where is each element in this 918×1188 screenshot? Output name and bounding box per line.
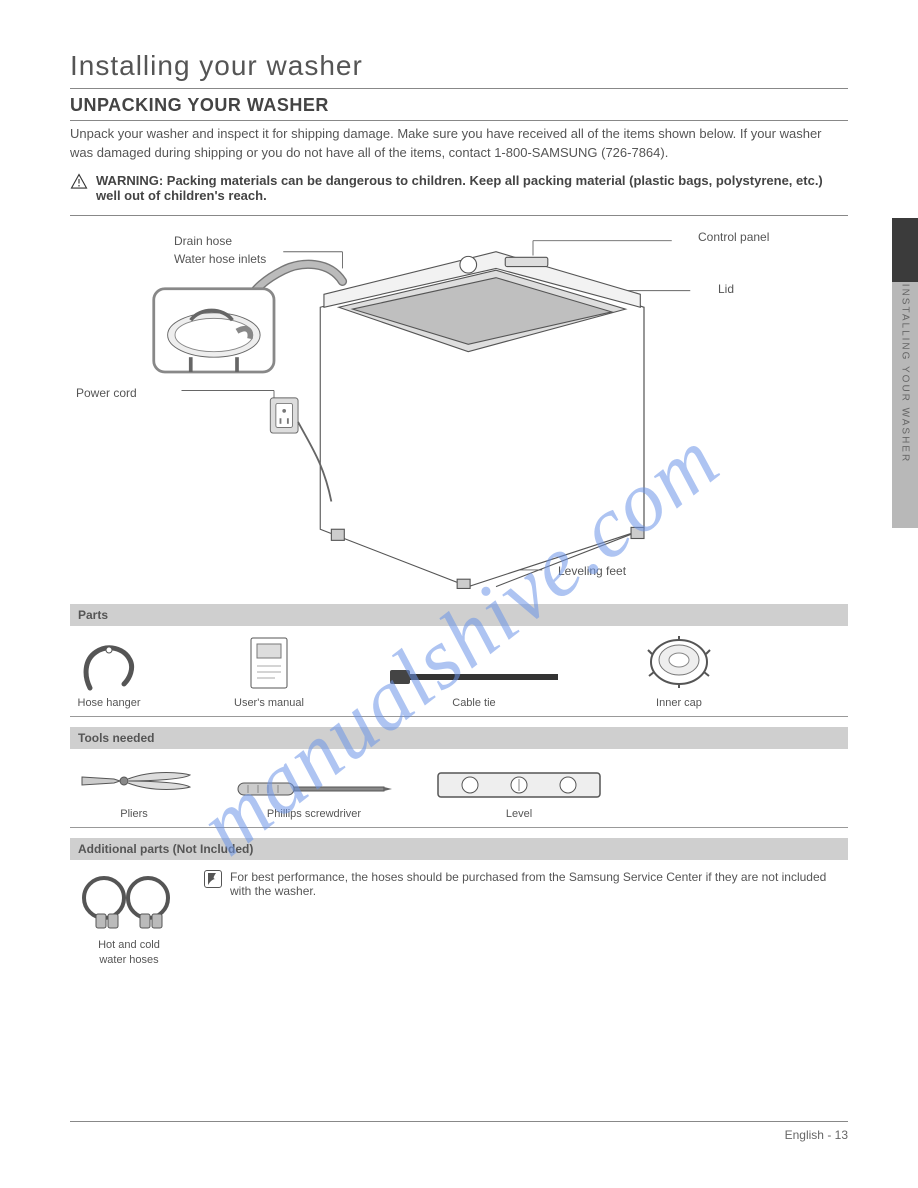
rule [70,215,848,216]
washer-illustration [70,224,848,594]
section-title: UNPACKING YOUR WASHER [70,95,848,116]
callout-water-inlets: Water hose inlets [174,252,266,266]
extras-row: Hot and cold water hoses For best perfor… [70,860,848,973]
warning-icon [70,173,88,191]
level-icon [434,765,604,803]
part-label: Hose hanger [78,696,141,710]
part-hose-hanger: Hose hanger [74,640,144,710]
water-hoses-icon [74,870,184,934]
screwdriver-icon [234,773,394,803]
parts-row: Hose hanger User's manual Cable tie [70,626,848,717]
callout-control-panel: Control panel [698,230,769,244]
tool-label: Pliers [120,807,148,821]
part-hose-clamps: Hot and cold water hoses [74,870,184,967]
page-number: English - 13 [785,1128,848,1142]
callout-power-cord: Power cord [76,386,137,400]
note-box: For best performance, the hoses should b… [204,870,844,898]
note-icon [204,870,222,888]
tool-screwdriver: Phillips screwdriver [234,773,394,821]
callout-drain-hose: Drain hose [174,234,232,248]
part-label: User's manual [234,696,304,710]
footer: English - 13 [70,1121,848,1142]
page-title: Installing your washer [70,50,848,82]
part-label: Cable tie [452,696,495,710]
tool-level: Level [434,765,604,821]
tool-pliers: Pliers [74,759,194,821]
tools-row: Pliers Phillips screwdriver Leve [70,749,848,828]
part-users-manual: User's manual [234,636,304,710]
side-tab-marker [892,218,918,282]
cable-tie-icon [384,660,564,692]
page: INSTALLING YOUR WASHER Installing your w… [0,0,918,1188]
manual-icon [247,636,291,692]
tools-band: Tools needed [70,727,848,749]
warning-text: WARNING: Packing materials can be danger… [96,173,848,203]
parts-band: Parts [70,604,848,626]
part-cable-tie: Cable tie [384,660,564,710]
part-label: Hot and cold water hoses [98,938,160,967]
callout-lid: Lid [718,282,734,296]
product-figure: Control panel Lid Drain hose Water hose … [70,224,848,594]
inner-cap-icon [644,636,714,692]
pliers-icon [74,759,194,803]
intro-text: Unpack your washer and inspect it for sh… [70,125,848,163]
rule [70,88,848,89]
callout-leveling-feet: Leveling feet [558,564,626,578]
note-text: For best performance, the hoses should b… [230,870,844,898]
tool-label: Phillips screwdriver [267,807,361,821]
rule [70,120,848,121]
warning-row: WARNING: Packing materials can be danger… [70,173,848,203]
part-inner-cap: Inner cap [644,636,714,710]
hose-hanger-icon [74,640,144,692]
extras-band: Additional parts (Not Included) [70,838,848,860]
side-tab-label: INSTALLING YOUR WASHER [900,284,911,463]
side-tab: INSTALLING YOUR WASHER [892,218,918,528]
tool-label: Level [506,807,532,821]
part-label: Inner cap [656,696,702,710]
